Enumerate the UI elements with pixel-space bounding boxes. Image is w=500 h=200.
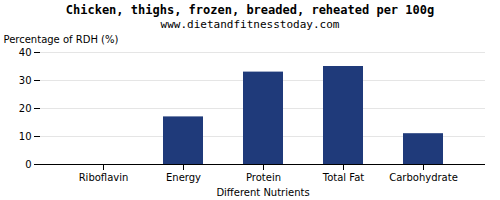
- svg-text:Carbohydrate: Carbohydrate: [389, 172, 458, 183]
- svg-text:20: 20: [19, 103, 32, 114]
- svg-text:Total Fat: Total Fat: [322, 172, 364, 183]
- svg-text:Different Nutrients: Different Nutrients: [216, 187, 309, 198]
- svg-text:0: 0: [25, 159, 31, 170]
- svg-text:10: 10: [19, 131, 32, 142]
- svg-text:40: 40: [19, 47, 32, 58]
- svg-text:Protein: Protein: [246, 172, 281, 183]
- html-text:www.dietandfitnesstoday.com: www.dietandfitnesstoday.com: [160, 18, 340, 31]
- svg-text:Riboflavin: Riboflavin: [79, 172, 129, 183]
- svg-text:30: 30: [19, 75, 32, 86]
- svg-text:Percentage of RDH (%): Percentage of RDH (%): [4, 34, 119, 45]
- svg-text:Energy: Energy: [166, 172, 201, 183]
- html-text:Chicken, thighs, frozen, bread: Chicken, thighs, frozen, breaded, reheat…: [65, 3, 435, 17]
